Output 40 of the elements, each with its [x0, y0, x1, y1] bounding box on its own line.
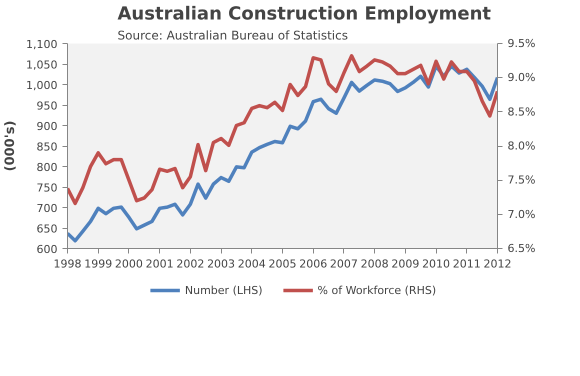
y-tick-label: 800: [36, 161, 58, 174]
y-tick-label: 650: [36, 222, 58, 236]
x-tick-label: 2003: [207, 258, 236, 270]
y-tick-label: 1,100: [26, 38, 58, 51]
x-tick-label: 2006: [299, 258, 328, 270]
x-tick-label: 2012: [484, 258, 512, 270]
x-tick-label: 2004: [238, 258, 266, 270]
x-tick-label: 2002: [176, 258, 204, 270]
line-series: [68, 64, 498, 242]
x-tick-label: 2000: [114, 258, 143, 270]
y2-tick-label: 7.0%: [508, 208, 536, 221]
x-tick-label: 1998: [54, 258, 82, 270]
x-tick-label: 2009: [391, 258, 420, 270]
legend-label: Number (LHS): [184, 284, 263, 296]
chart-title: Australian Construction Employment: [118, 4, 492, 24]
x-tick-label: 2007: [330, 258, 358, 270]
x-tick-label: 2005: [268, 258, 297, 270]
y-tick-label: 850: [36, 140, 58, 154]
y-tick-label: 1,000: [26, 79, 58, 92]
y-tick-label: 1,050: [26, 58, 58, 72]
x-tick-label: 2008: [360, 258, 389, 270]
x-tick-label: 2011: [452, 258, 481, 270]
legend-label: % of Workforce (RHS): [318, 284, 436, 296]
y-axis-title: (000's): [3, 120, 18, 172]
y-tick-label: 900: [36, 120, 58, 133]
y-tick-label: 750: [36, 182, 58, 194]
y2-tick-label: 7.5%: [508, 174, 536, 187]
chart-subtitle: Source: Australian Bureau of Statistics: [118, 28, 348, 42]
y-tick-label: 700: [36, 202, 58, 215]
y2-tick-label: 6.5%: [508, 242, 536, 255]
x-tick-label: 2001: [146, 258, 174, 270]
y-tick-label: 950: [36, 100, 58, 112]
line-series: [68, 54, 498, 206]
y2-tick-label: 8.0%: [508, 140, 536, 152]
x-tick-label: 1999: [84, 258, 112, 270]
y2-tick-label: 9.0%: [508, 71, 536, 84]
y2-tick-label: 8.5%: [508, 105, 536, 118]
y-tick-label: 600: [36, 243, 58, 256]
y2-tick-label: 9.5%: [508, 37, 536, 50]
x-tick-label: 2010: [422, 258, 450, 270]
